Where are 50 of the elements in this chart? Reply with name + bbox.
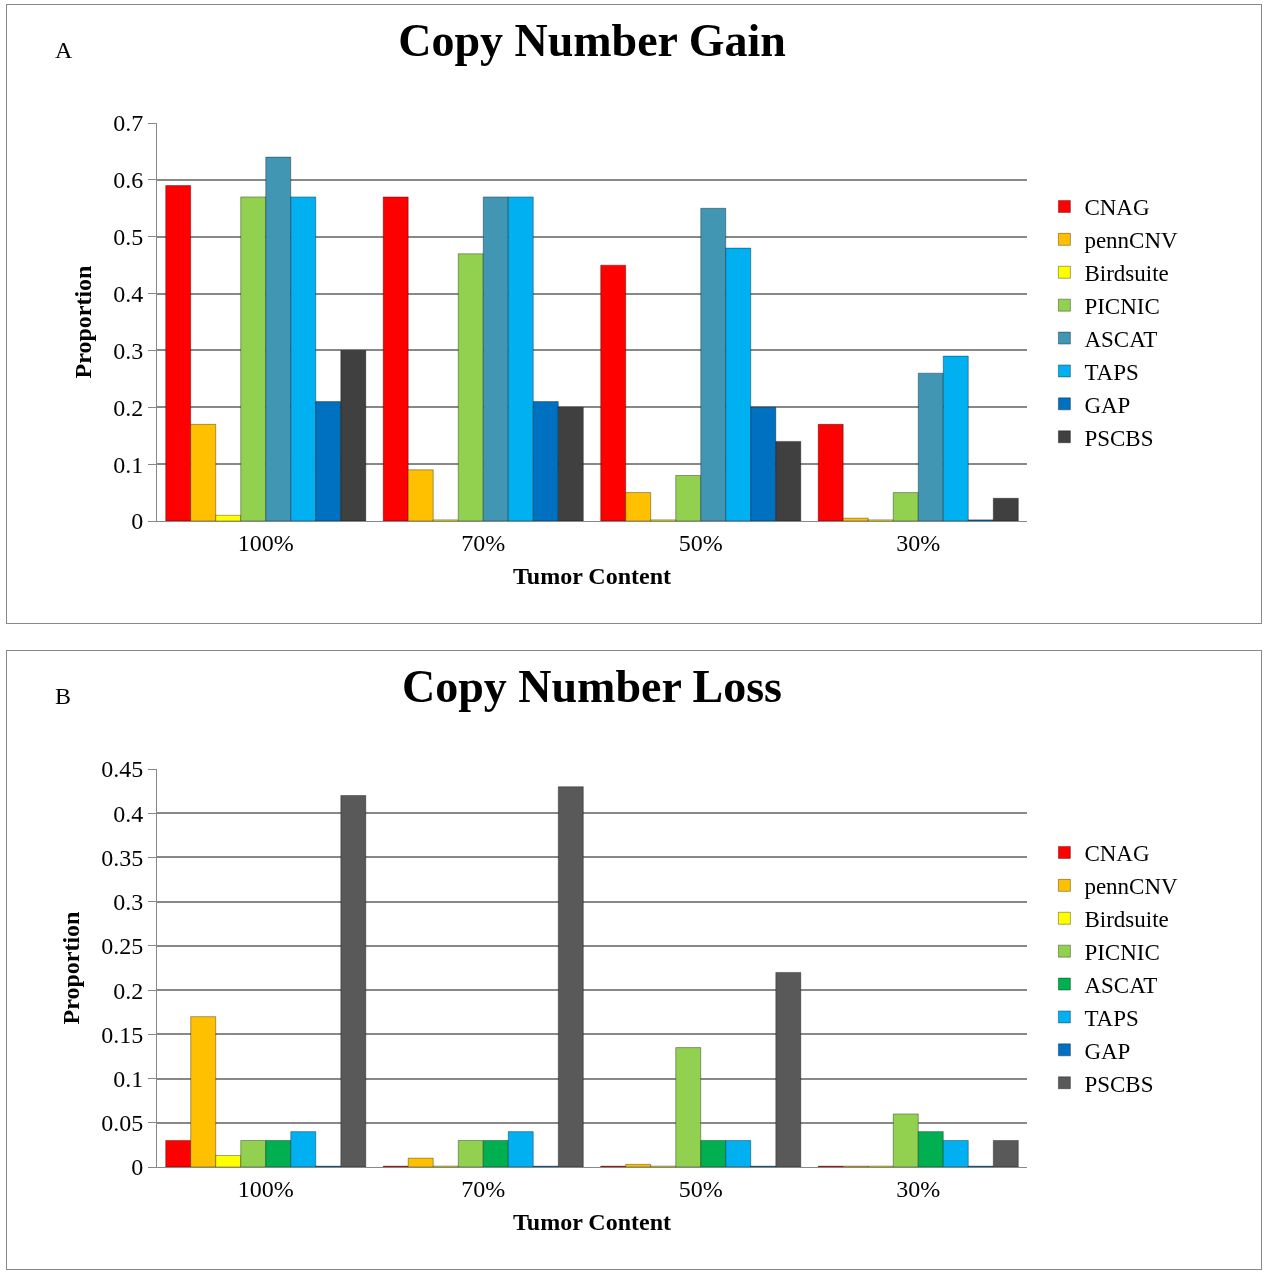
x-tick-label: 70% — [461, 529, 506, 556]
x-tick-label: 70% — [461, 1175, 506, 1202]
y-tick-label: 0.1 — [113, 451, 144, 478]
legend-label: ASCAT — [1084, 327, 1158, 353]
y-tick-label: 0.7 — [113, 110, 144, 137]
legend-label: TAPS — [1084, 359, 1139, 385]
y-tick-label: 0.2 — [113, 977, 144, 1004]
y-tick-label: 0.6 — [113, 167, 144, 194]
legend-label: CNAG — [1084, 841, 1150, 867]
x-tick-label: 50% — [678, 529, 723, 556]
x-axis-title: Tumor Content — [512, 563, 672, 590]
legend-label: PSCBS — [1084, 1071, 1154, 1097]
legend-label: PICNIC — [1084, 940, 1160, 966]
y-tick-label: 0.5 — [113, 224, 144, 251]
y-tick-label: 0.4 — [113, 280, 144, 307]
text: A — [55, 37, 73, 63]
y-tick-label: 0.1 — [113, 1065, 144, 1092]
chart-title: Copy Number Loss — [402, 660, 782, 712]
x-tick-label: 30% — [896, 1175, 941, 1202]
y-tick-label: 0 — [131, 1154, 144, 1181]
legend-label: Birdsuite — [1084, 907, 1169, 933]
y-axis-title: Proportion — [58, 911, 85, 1025]
legend-label: PSCBS — [1084, 425, 1154, 451]
y-tick-label: 0.3 — [113, 337, 144, 364]
y-tick-label: 0 — [131, 508, 144, 535]
legend-label: PICNIC — [1084, 294, 1160, 320]
y-tick-label: 0.3 — [113, 889, 144, 916]
x-axis-title: Tumor Content — [512, 1209, 672, 1236]
legend-label: TAPS — [1084, 1005, 1139, 1031]
chart-title: Copy Number Gain — [398, 14, 786, 66]
y-tick-label: 0.25 — [101, 933, 144, 960]
x-tick-label: 100% — [237, 529, 294, 556]
legend-label: ASCAT — [1084, 973, 1158, 999]
y-tick-label: 0.15 — [101, 1021, 144, 1048]
text: B — [55, 683, 72, 709]
y-tick-label: 0.05 — [101, 1110, 144, 1137]
y-axis-title: Proportion — [70, 265, 97, 379]
x-tick-label: 100% — [237, 1175, 294, 1202]
x-tick-label: 30% — [896, 529, 941, 556]
y-tick-label: 0.35 — [101, 844, 144, 871]
legend-label: CNAG — [1084, 195, 1150, 221]
y-tick-label: 0.2 — [113, 394, 144, 421]
legend-label: pennCNV — [1084, 228, 1179, 254]
x-tick-label: 50% — [678, 1175, 723, 1202]
legend-label: GAP — [1084, 1038, 1131, 1064]
y-tick-label: 0.4 — [113, 800, 144, 827]
legend-label: Birdsuite — [1084, 261, 1169, 287]
legend-label: pennCNV — [1084, 874, 1179, 900]
legend-label: GAP — [1084, 392, 1131, 418]
y-tick-label: 0.45 — [101, 756, 144, 783]
